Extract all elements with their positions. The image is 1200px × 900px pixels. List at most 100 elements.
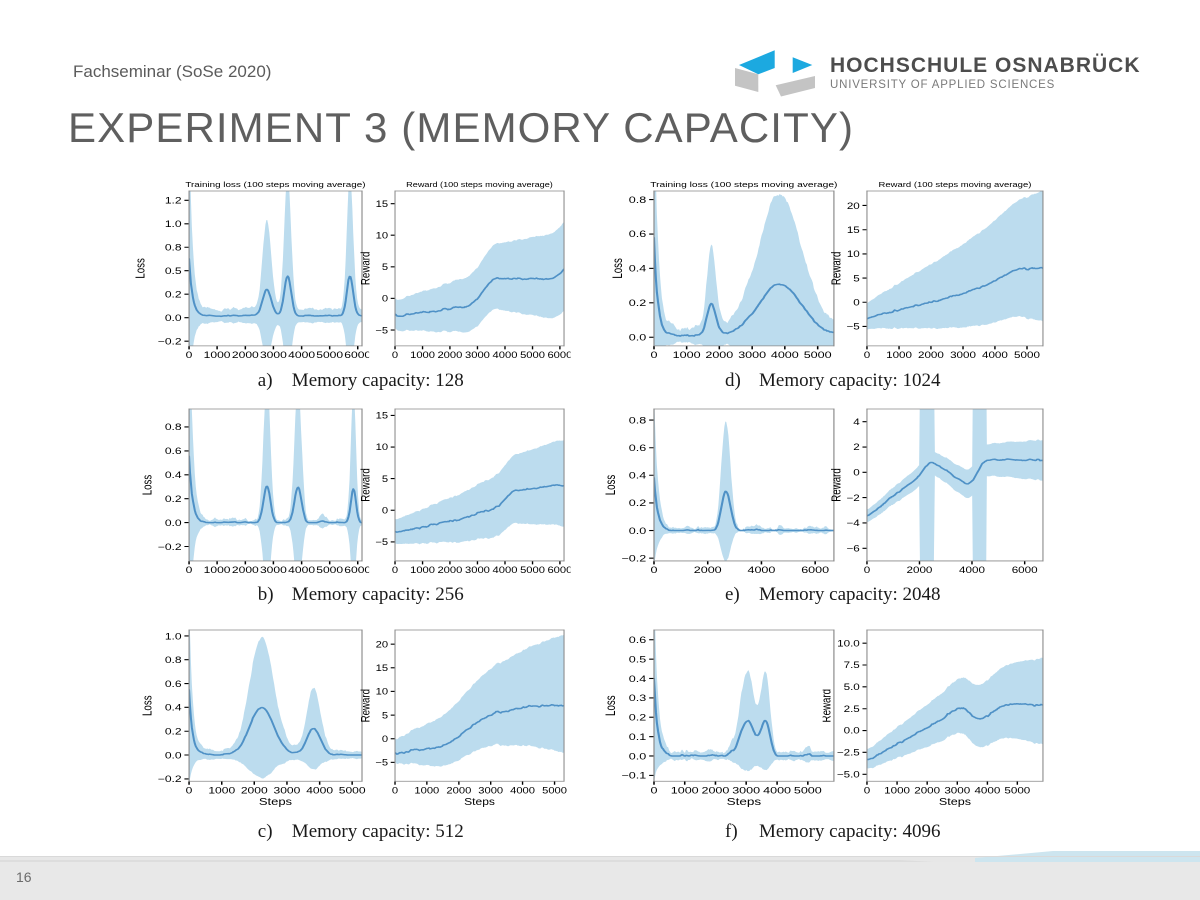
svg-text:3000: 3000 [260,565,287,575]
svg-text:4000: 4000 [763,786,791,796]
svg-text:0.8: 0.8 [629,195,646,205]
svg-text:6000: 6000 [547,351,572,361]
svg-text:−0.2: −0.2 [621,554,646,564]
svg-text:4000: 4000 [288,350,315,360]
svg-text:1000: 1000 [208,786,235,796]
svg-text:−5: −5 [847,323,861,333]
svg-text:0.4: 0.4 [629,471,646,481]
svg-text:0: 0 [186,350,193,360]
svg-text:10.0: 10.0 [837,639,860,649]
svg-text:1000: 1000 [671,786,699,796]
svg-text:2000: 2000 [241,786,268,796]
svg-text:10: 10 [376,443,389,453]
svg-text:2000: 2000 [918,351,944,361]
svg-text:0.6: 0.6 [629,636,646,646]
svg-text:0: 0 [864,566,871,576]
svg-text:2000: 2000 [446,786,471,796]
svg-text:5.0: 5.0 [844,683,860,693]
svg-text:1.0: 1.0 [165,219,182,229]
svg-text:0.3: 0.3 [629,694,646,704]
svg-text:2.5: 2.5 [844,705,860,715]
svg-text:0.5: 0.5 [629,655,646,665]
svg-text:0.2: 0.2 [165,494,182,504]
svg-text:Loss: Loss [141,474,155,495]
svg-text:Reward (100 steps moving avera: Reward (100 steps moving average) [406,181,553,189]
svg-text:0: 0 [186,786,193,796]
svg-text:5000: 5000 [339,786,366,796]
svg-text:2000: 2000 [437,566,462,576]
svg-text:5000: 5000 [1014,351,1040,361]
svg-text:0.0: 0.0 [165,313,182,323]
svg-text:0.0: 0.0 [165,518,182,528]
svg-text:Steps: Steps [259,797,293,807]
svg-text:4: 4 [853,418,860,428]
svg-text:20: 20 [376,640,389,650]
svg-text:−5: −5 [375,326,388,336]
svg-text:1000: 1000 [204,565,231,575]
svg-text:−5: −5 [375,538,388,548]
svg-text:5: 5 [382,475,389,485]
svg-text:0: 0 [651,351,658,361]
svg-text:−2.5: −2.5 [837,749,860,759]
svg-text:−0.1: −0.1 [621,771,646,781]
svg-text:7.5: 7.5 [844,661,860,671]
svg-text:3000: 3000 [732,786,760,796]
svg-text:0: 0 [864,786,871,796]
svg-text:0: 0 [651,786,658,796]
svg-text:2000: 2000 [907,566,933,576]
svg-text:0.0: 0.0 [844,727,860,737]
svg-text:0.8: 0.8 [165,423,182,433]
svg-text:1000: 1000 [410,351,435,361]
svg-text:3000: 3000 [465,351,490,361]
svg-text:Steps: Steps [939,797,972,807]
svg-text:3000: 3000 [260,350,287,360]
svg-text:5000: 5000 [1004,786,1030,796]
svg-text:4000: 4000 [974,786,1000,796]
svg-text:0.2: 0.2 [629,499,646,509]
svg-text:1000: 1000 [204,350,231,360]
svg-text:0: 0 [392,566,399,576]
svg-text:1.0: 1.0 [165,632,182,642]
svg-text:4000: 4000 [306,786,333,796]
svg-text:0.1: 0.1 [629,732,646,742]
svg-text:1000: 1000 [414,786,439,796]
svg-text:3000: 3000 [478,786,503,796]
svg-text:0: 0 [186,565,193,575]
svg-text:−6: −6 [847,545,861,555]
svg-text:Reward: Reward [830,252,843,286]
svg-text:5000: 5000 [316,565,343,575]
svg-text:0.4: 0.4 [165,470,182,480]
svg-text:5: 5 [853,274,860,284]
svg-text:−0.2: −0.2 [158,542,182,552]
svg-text:−4: −4 [847,519,861,529]
svg-text:2000: 2000 [694,566,722,576]
svg-text:−2: −2 [847,494,861,504]
svg-text:1000: 1000 [410,566,435,576]
svg-text:0.4: 0.4 [629,264,646,274]
svg-text:Steps: Steps [464,797,495,808]
svg-text:0.4: 0.4 [165,703,182,713]
svg-text:−0.2: −0.2 [158,774,182,784]
svg-text:Loss: Loss [603,695,618,716]
svg-text:1000: 1000 [673,351,701,361]
svg-text:3000: 3000 [274,786,301,796]
svg-text:0.6: 0.6 [165,679,182,689]
svg-text:10: 10 [376,688,389,698]
svg-text:Reward: Reward [359,468,372,501]
svg-text:−5.0: −5.0 [837,771,860,781]
svg-text:0.2: 0.2 [165,727,182,737]
svg-text:3000: 3000 [465,566,490,576]
svg-text:5000: 5000 [794,786,822,796]
svg-text:Reward: Reward [830,468,843,502]
svg-text:15: 15 [376,664,389,674]
svg-text:Reward (100 steps moving avera: Reward (100 steps moving average) [879,180,1032,189]
svg-text:2000: 2000 [701,786,729,796]
svg-text:2: 2 [853,443,860,453]
svg-text:0.8: 0.8 [165,655,182,665]
svg-text:20: 20 [847,202,860,212]
svg-text:5000: 5000 [316,350,343,360]
svg-text:5000: 5000 [520,566,545,576]
svg-text:2000: 2000 [232,350,259,360]
svg-text:−0.2: −0.2 [158,337,182,347]
svg-text:Loss: Loss [611,258,626,279]
